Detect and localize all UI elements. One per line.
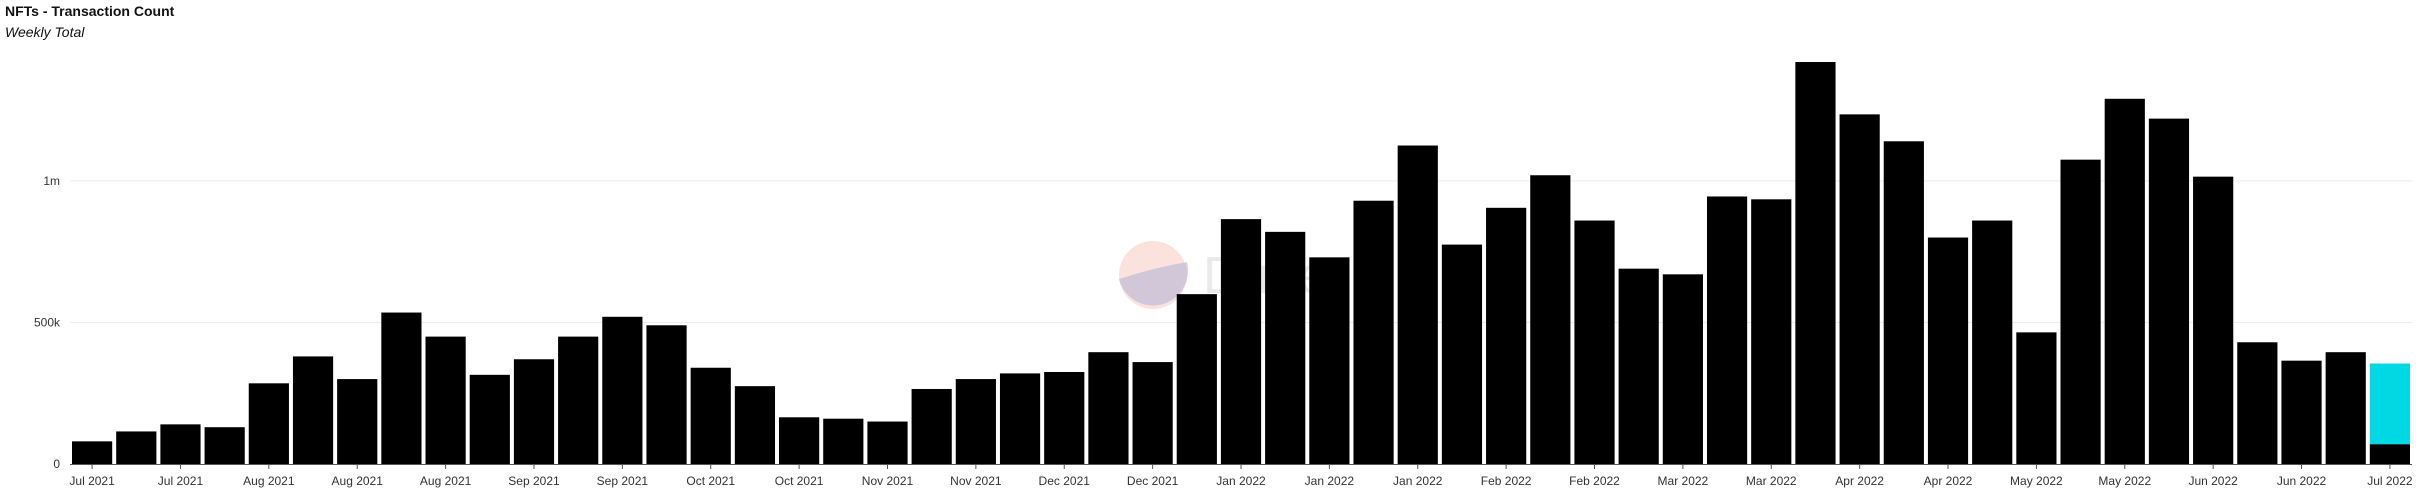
bar <box>1927 237 1969 464</box>
bar <box>690 367 731 464</box>
bar <box>204 427 245 464</box>
y-tick-label: 500k <box>34 315 61 329</box>
x-tick-label: Jan 2022 <box>1305 474 1355 488</box>
x-tick-label: Dec 2021 <box>1039 474 1091 488</box>
bar <box>1486 207 1527 465</box>
x-tick-label: Jan 2022 <box>1216 474 1266 488</box>
bar <box>1441 244 1483 464</box>
x-tick-label: Feb 2022 <box>1481 474 1532 488</box>
x-tick-label: Jan 2022 <box>1393 474 1443 488</box>
bar <box>1265 231 1306 464</box>
x-tick-label: Jun 2022 <box>2277 474 2327 488</box>
bar <box>2104 98 2145 465</box>
x-tick-label: Jul 2021 <box>69 474 115 488</box>
bar <box>1088 352 1129 464</box>
bar <box>955 379 996 464</box>
bar <box>1530 175 1571 465</box>
bar <box>1972 220 2013 464</box>
x-axis-labels: Jul 2021 Jul 2021 Aug 2021 Aug 2021 Aug 2021… <box>69 474 2413 488</box>
x-tick-label: Sep 2021 <box>508 474 560 488</box>
bar <box>779 417 820 464</box>
bar <box>469 374 510 464</box>
x-tick-label: Aug 2021 <box>332 474 384 488</box>
bar <box>513 359 555 464</box>
x-tick-label: Mar 2022 <box>1658 474 1709 488</box>
bar <box>2237 342 2278 464</box>
watermark-logo-lower <box>1119 262 1189 306</box>
bar <box>1044 371 1085 464</box>
bar <box>999 373 1041 464</box>
bar-highlight-segment <box>2369 363 2410 445</box>
chart-title: NFTs - Transaction Count <box>5 3 175 19</box>
bar <box>1751 199 1792 465</box>
bar <box>116 431 157 464</box>
bar <box>1309 257 1350 464</box>
y-tick-label: 1m <box>43 174 60 188</box>
bar <box>2281 360 2322 464</box>
x-tick-label: Feb 2022 <box>1569 474 1620 488</box>
x-tick-label: Jun 2022 <box>2188 474 2238 488</box>
bar <box>292 356 334 464</box>
bar <box>2148 118 2190 465</box>
bar <box>2369 444 2410 464</box>
bar <box>160 424 201 464</box>
bar <box>2060 159 2101 465</box>
bar <box>425 336 466 464</box>
bar <box>248 383 289 464</box>
x-tick-label: Aug 2021 <box>420 474 472 488</box>
bar <box>337 379 378 464</box>
bar <box>381 312 422 464</box>
x-tick-label: May 2022 <box>2010 474 2063 488</box>
x-tick-label: Oct 2021 <box>686 474 735 488</box>
x-tick-label: Oct 2021 <box>775 474 824 488</box>
bar <box>1220 219 1262 464</box>
bar <box>2325 352 2366 464</box>
bar <box>72 441 113 464</box>
x-tick-label: Jul 2021 <box>158 474 204 488</box>
bar <box>558 336 599 464</box>
bar <box>1618 268 1659 464</box>
x-tick-label: Aug 2021 <box>243 474 295 488</box>
bar <box>646 325 687 464</box>
chart-subtitle: Weekly Total <box>5 24 85 40</box>
x-tick-label: Apr 2022 <box>1835 474 1884 488</box>
bar <box>1839 114 1880 465</box>
bar <box>1397 145 1438 464</box>
bar <box>1662 274 1703 464</box>
x-tick-label: Nov 2021 <box>862 474 914 488</box>
axis-layer <box>70 464 2412 469</box>
x-tick-label: Jul 2022 <box>2367 474 2413 488</box>
bar <box>867 421 908 464</box>
bar <box>1795 62 1836 464</box>
y-axis-labels: 0 500k 1m <box>34 174 61 471</box>
bar <box>1574 220 1615 464</box>
x-tick-label: Apr 2022 <box>1924 474 1973 488</box>
bar <box>1353 200 1394 464</box>
x-tick-label: May 2022 <box>2098 474 2151 488</box>
bar <box>734 386 776 464</box>
bar <box>1883 141 1924 464</box>
x-tick-label: Mar 2022 <box>1746 474 1797 488</box>
bar <box>823 418 864 464</box>
x-tick-label: Nov 2021 <box>950 474 1002 488</box>
x-tick-label: Dec 2021 <box>1127 474 1179 488</box>
bar <box>1706 196 1748 464</box>
x-tick-label: Sep 2021 <box>597 474 649 488</box>
bar <box>2016 332 2057 464</box>
bar <box>2193 176 2234 464</box>
bars-layer <box>72 62 2410 465</box>
bar <box>1132 362 1173 464</box>
bar <box>911 388 952 464</box>
bar <box>1176 294 1217 464</box>
y-tick-label: 0 <box>53 457 60 471</box>
bar <box>602 316 643 464</box>
